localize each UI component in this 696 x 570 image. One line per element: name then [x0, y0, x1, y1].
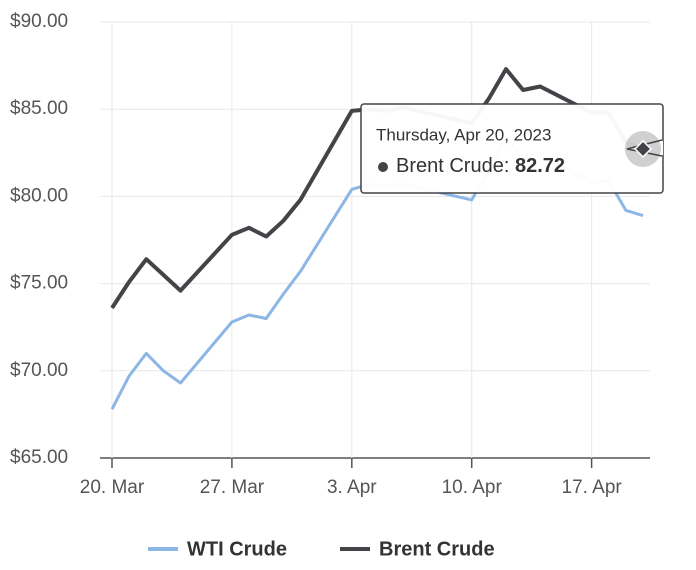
y-tick-label: $85.00 — [10, 98, 68, 119]
tooltip-series: Brent Crude: 82.72 — [396, 155, 565, 177]
y-tick-label: $65.00 — [10, 447, 68, 468]
x-tick-label: 27. Mar — [200, 477, 265, 498]
tooltip-colon: : — [504, 155, 515, 177]
x-tick-label: 20. Mar — [80, 477, 145, 498]
y-tick-label: $70.00 — [10, 360, 68, 381]
tooltip-pointer-cover — [660, 141, 663, 155]
legend-item[interactable]: WTI Crude — [148, 538, 287, 560]
y-tick-label: $80.00 — [10, 185, 68, 206]
hover-marker — [633, 139, 653, 159]
tooltip-date: Thursday, Apr 20, 2023 — [376, 125, 551, 144]
tooltip-value: 82.72 — [515, 155, 565, 177]
x-tick-label: 3. Apr — [327, 477, 377, 498]
x-tick-label: 17. Apr — [562, 477, 623, 498]
x-tick-label: 10. Apr — [442, 477, 503, 498]
grid: $65.00 $70.00 $75.00 $80.00 $85.00 $90.00 20. … — [10, 11, 650, 498]
tooltip-box — [360, 103, 664, 194]
legend-label: Brent Crude — [379, 538, 495, 560]
y-tick-label: $75.00 — [10, 273, 68, 294]
legend-label: WTI Crude — [187, 538, 287, 560]
tooltip: Thursday, Apr 20, 2023 Brent Crude: 82.72 — [360, 103, 664, 194]
legend-item[interactable]: Brent Crude — [340, 538, 495, 560]
tooltip-series-name: Brent Crude — [396, 155, 504, 177]
y-tick-label: $90.00 — [10, 11, 68, 32]
tooltip-bullet — [378, 162, 388, 172]
